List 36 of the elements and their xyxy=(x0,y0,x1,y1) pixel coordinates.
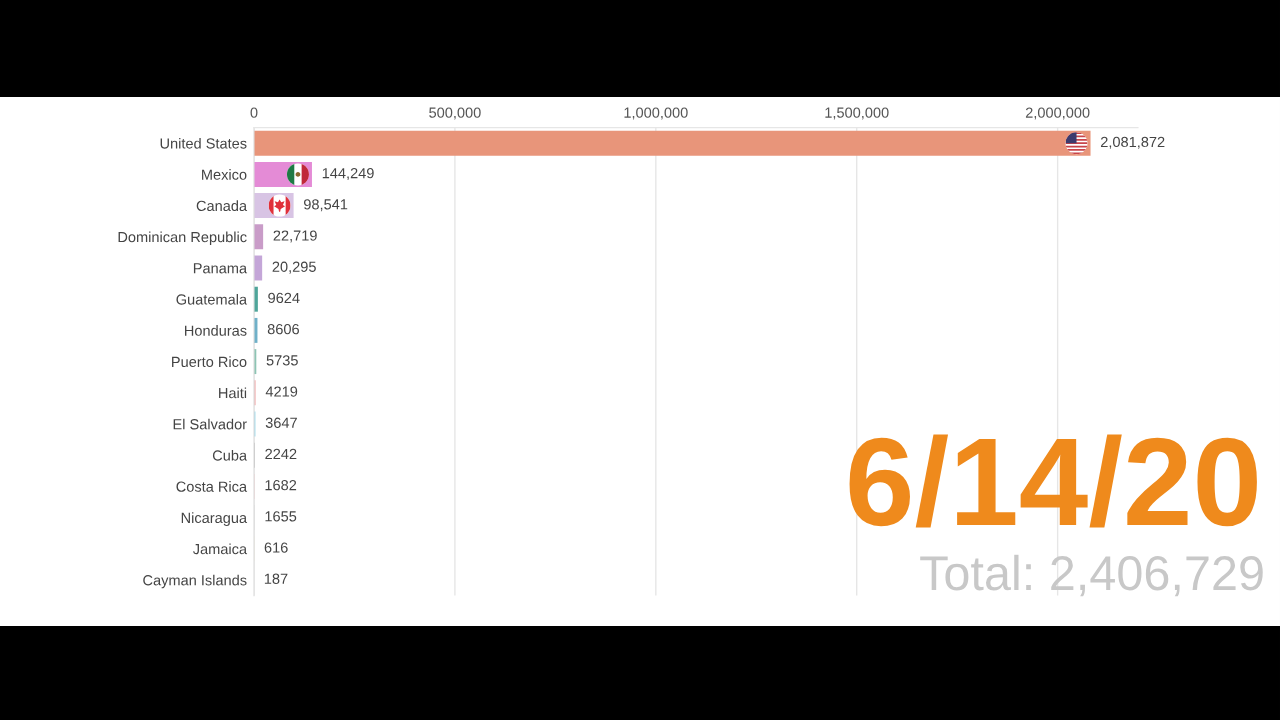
x-tick-label: 2,000,000 xyxy=(1025,107,1090,120)
data-label: 20,295 xyxy=(272,261,316,274)
y-tick-label: United States xyxy=(160,137,247,149)
y-tick-label: Haiti xyxy=(219,387,247,399)
y-tick-label: Cayman Islands xyxy=(143,574,247,589)
y-tick-label: Dominican Republic xyxy=(118,231,247,246)
data-label: 8606 xyxy=(267,323,299,335)
x-tick-label: 0 xyxy=(250,107,258,118)
y-tick-label: Cuba xyxy=(212,449,248,461)
data-label: 144,249 xyxy=(322,167,374,181)
data-label: 5735 xyxy=(266,355,298,366)
text: 6/14/20 xyxy=(849,434,1257,528)
data-label: 1682 xyxy=(265,479,297,491)
data-label: 2,081,872 xyxy=(1100,136,1165,149)
y-tick-label: Guatemala xyxy=(176,293,248,305)
data-label: 9624 xyxy=(268,292,300,304)
y-tick-label: Costa Rica xyxy=(176,481,248,492)
x-tick-label: 500,000 xyxy=(429,107,481,120)
x-tick-label: 1,500,000 xyxy=(825,107,889,120)
data-label: 1655 xyxy=(265,511,297,522)
data-label: 2242 xyxy=(265,448,297,459)
data-label: 187 xyxy=(264,573,288,584)
y-tick-label: Jamaica xyxy=(192,543,248,555)
y-tick-label: Mexico xyxy=(202,169,247,180)
y-tick-label: Honduras xyxy=(185,325,247,336)
data-label: 3647 xyxy=(265,417,297,428)
y-tick-label: El Salvador xyxy=(173,418,247,430)
y-tick-label: Puerto Rico xyxy=(172,356,247,368)
y-tick-label: Panama xyxy=(193,263,248,274)
data-label: 22,719 xyxy=(273,230,317,243)
x-tick-label: 1,000,000 xyxy=(624,107,688,120)
y-tick-label: Canada xyxy=(196,200,248,212)
data-label: 98,541 xyxy=(304,199,348,212)
data-label: 616 xyxy=(264,542,288,553)
y-tick-label: Nicaragua xyxy=(181,512,248,526)
data-label: 4219 xyxy=(265,386,298,397)
